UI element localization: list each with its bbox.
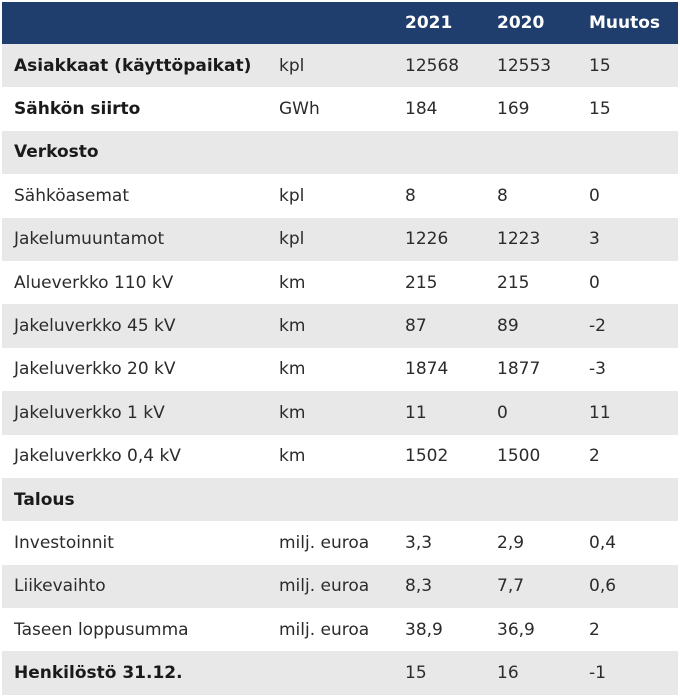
table-row: Sähköasemat kpl 8 8 0: [2, 174, 678, 217]
row-value-2021: 15: [405, 663, 427, 684]
row-value-2020: 12553: [497, 55, 552, 76]
row-label: Sähköasemat: [14, 185, 129, 206]
row-change: 3: [589, 229, 600, 250]
row-value-2021: 1226: [405, 229, 449, 250]
row-change: 15: [589, 99, 611, 120]
row-unit: kpl: [279, 229, 305, 250]
row-value-2021: 38,9: [405, 619, 443, 640]
table-section-row: Talous: [2, 477, 678, 522]
row-label: Liikevaihto: [14, 576, 106, 597]
row-label: Sähkön siirto: [14, 99, 141, 120]
row-value-2021: 215: [405, 272, 438, 293]
row-label: Jakeluverkko 1 kV: [14, 402, 165, 423]
row-label: Alueverkko 110 kV: [14, 272, 174, 293]
row-unit: km: [279, 272, 306, 293]
row-change: 2: [589, 619, 600, 640]
header-cell-2021: 2021: [405, 13, 453, 33]
row-change: 0,6: [589, 576, 617, 597]
table-row: Jakeluverkko 20 kV km 1874 1877 -3: [2, 348, 678, 391]
row-change: 0: [589, 272, 600, 293]
row-value-2020: 16: [497, 663, 519, 684]
row-value-2021: 8,3: [405, 576, 433, 597]
row-label: Jakelumuuntamot: [14, 229, 165, 250]
row-change: -3: [589, 359, 606, 380]
row-value-2020: 169: [497, 99, 530, 120]
table-row: Alueverkko 110 kV km 215 215 0: [2, 261, 678, 304]
row-value-2020: 89: [497, 316, 519, 337]
header-cell-change: Muutos: [589, 13, 661, 33]
table-row: Jakelumuuntamot kpl 1226 1223 3: [2, 217, 678, 261]
table-header: 2021 2020 Muutos: [2, 2, 678, 44]
row-unit: kpl: [279, 55, 305, 76]
row-unit: km: [279, 359, 306, 380]
row-label: Asiakkaat (käyttöpaikat): [14, 55, 252, 76]
row-value-2021: 12568: [405, 55, 460, 76]
table-row: Sähkön siirto GWh 184 169 15: [2, 87, 678, 130]
row-unit: milj. euroa: [279, 619, 370, 640]
row-value-2020: 1877: [497, 359, 541, 380]
row-unit: km: [279, 446, 306, 467]
row-unit: milj. euroa: [279, 576, 370, 597]
row-change: 0: [589, 185, 600, 206]
row-value-2020: 0: [497, 402, 508, 423]
row-change: 0,4: [589, 532, 617, 553]
row-change: 2: [589, 446, 600, 467]
header-cell-2020: 2020: [497, 13, 545, 33]
row-unit: kpl: [279, 185, 305, 206]
section-label: Verkosto: [14, 142, 99, 163]
row-label: Jakeluverkko 0,4 kV: [14, 446, 181, 467]
row-label: Jakeluverkko 20 kV: [14, 359, 176, 380]
table-section-row: Verkosto: [2, 130, 678, 175]
row-value-2020: 1500: [497, 446, 541, 467]
row-unit: km: [279, 316, 306, 337]
table-row: Jakeluverkko 0,4 kV km 1502 1500 2: [2, 435, 678, 478]
table-row: Taseen loppusumma milj. euroa 38,9 36,9 …: [2, 608, 678, 651]
table-row: Liikevaihto milj. euroa 8,3 7,7 0,6: [2, 564, 678, 609]
row-value-2020: 36,9: [497, 619, 535, 640]
row-value-2020: 1223: [497, 229, 541, 250]
row-unit: milj. euroa: [279, 532, 370, 553]
row-change: 11: [589, 402, 611, 423]
table-row: Investoinnit milj. euroa 3,3 2,9 0,4: [2, 521, 678, 564]
table-row: Henkilöstö 31.12. 15 16 -1: [2, 651, 678, 695]
row-value-2021: 8: [405, 185, 416, 206]
row-value-2021: 3,3: [405, 532, 433, 553]
row-value-2021: 1502: [405, 446, 449, 467]
row-value-2020: 7,7: [497, 576, 525, 597]
row-value-2021: 184: [405, 99, 438, 120]
row-value-2020: 2,9: [497, 532, 525, 553]
row-unit: GWh: [279, 99, 320, 120]
table-row: Jakeluverkko 45 kV km 87 89 -2: [2, 304, 678, 348]
row-unit: km: [279, 402, 306, 423]
row-label: Investoinnit: [14, 532, 114, 553]
row-label: Taseen loppusumma: [14, 619, 189, 640]
row-value-2020: 215: [497, 272, 530, 293]
row-label: Henkilöstö 31.12.: [14, 663, 183, 684]
row-change: -2: [589, 316, 606, 337]
section-label: Talous: [14, 489, 75, 510]
row-value-2021: 87: [405, 316, 427, 337]
row-change: -1: [589, 663, 606, 684]
row-label: Jakeluverkko 45 kV: [14, 316, 176, 337]
table-row: Asiakkaat (käyttöpaikat) kpl 12568 12553…: [2, 44, 678, 88]
row-value-2021: 1874: [405, 359, 449, 380]
table-row: Jakeluverkko 1 kV km 11 0 11: [2, 391, 678, 435]
row-value-2020: 8: [497, 185, 508, 206]
row-change: 15: [589, 55, 611, 76]
row-value-2021: 11: [405, 402, 427, 423]
